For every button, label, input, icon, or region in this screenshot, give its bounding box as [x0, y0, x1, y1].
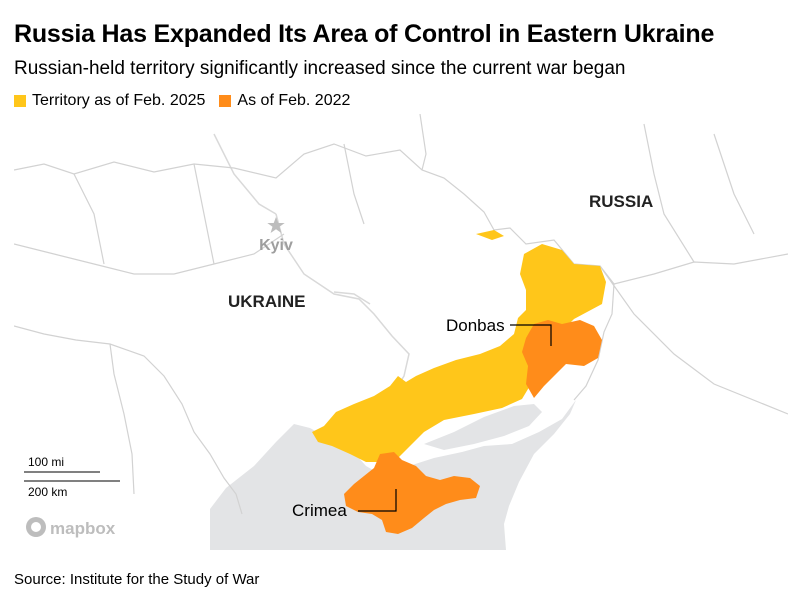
donbas-leader-line — [510, 324, 552, 346]
ukraine-label: UKRAINE — [228, 292, 305, 311]
scale-miles-label: 100 mi — [28, 455, 64, 469]
black-sea — [210, 400, 576, 550]
territory-2022-donbas — [522, 320, 602, 398]
legend-label-2025: Territory as of Feb. 2025 — [32, 92, 206, 109]
chart-subtitle: Russian-held territory significantly inc… — [14, 58, 626, 79]
territory-2025 — [312, 244, 606, 462]
kyiv-star-icon — [267, 217, 285, 233]
mapbox-logo-text: mapbox — [50, 519, 116, 538]
borders — [14, 114, 788, 515]
legend-item-2022: As of Feb. 2022 — [219, 92, 350, 110]
source-note: Source: Institute for the Study of War — [14, 571, 260, 588]
sea-of-azov — [424, 404, 542, 450]
territory-2025-kharkiv-strip — [476, 230, 504, 240]
legend-swatch-2025 — [14, 95, 26, 107]
donbas-label: Donbas — [446, 316, 505, 335]
mapbox-logo[interactable]: mapbox — [26, 517, 116, 538]
crimea-label: Crimea — [292, 501, 347, 520]
kyiv-label: Kyiv — [259, 237, 293, 254]
legend: Territory as of Feb. 2025 As of Feb. 202… — [14, 92, 364, 110]
chart-title: Russia Has Expanded Its Area of Control … — [14, 20, 715, 48]
legend-item-2025: Territory as of Feb. 2025 — [14, 92, 205, 110]
crimea-leader-line — [358, 489, 397, 512]
legend-label-2022: As of Feb. 2022 — [237, 92, 351, 109]
scale-km-label: 200 km — [28, 485, 67, 499]
mapbox-logo-icon-inner — [31, 522, 41, 532]
territory-2022-crimea — [344, 452, 480, 534]
map[interactable]: Kyiv RUSSIA UKRAINE Donbas Crimea 100 mi… — [14, 114, 788, 550]
legend-swatch-2022 — [219, 95, 232, 107]
russia-label: RUSSIA — [589, 192, 653, 211]
